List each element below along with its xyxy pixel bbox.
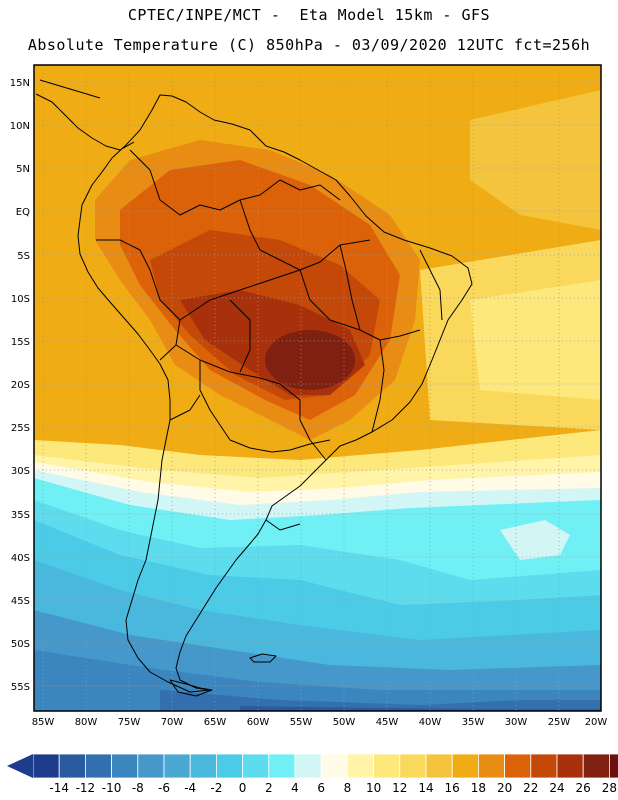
colorbar-label: 12 <box>392 781 407 795</box>
colorbar-label: -14 <box>49 781 69 795</box>
colorbar-cell <box>58 753 86 779</box>
colorbar-cell <box>32 753 60 779</box>
colorbar-label: 16 <box>445 781 460 795</box>
colorbar-cell <box>242 753 270 779</box>
colorbar-cell <box>609 753 618 779</box>
colorbar-label: 14 <box>418 781 433 795</box>
colorbar-cell <box>189 753 217 779</box>
lat-tick-label: 5S <box>17 251 30 262</box>
colorbar-cell <box>530 753 558 779</box>
colorbar-cell <box>582 753 610 779</box>
colorbar-cell <box>556 753 584 779</box>
lat-tick-label: 15N <box>10 78 30 89</box>
colorbar-label: 20 <box>497 781 512 795</box>
lon-tick-label: 40W <box>419 717 442 728</box>
colorbar-cell <box>504 753 532 779</box>
lat-tick-label: 5N <box>16 164 30 175</box>
lat-tick-label: 40S <box>11 553 30 564</box>
colorbar-label: 0 <box>239 781 247 795</box>
colorbar-min-arrow <box>7 754 33 778</box>
colorbar-cell <box>477 753 505 779</box>
lat-tick-label: 20S <box>11 380 30 391</box>
colorbar-cell <box>215 753 243 779</box>
lat-tick-label: 50S <box>11 639 30 650</box>
lat-tick-label: 25S <box>11 423 30 434</box>
lat-tick-label: 55S <box>11 682 30 693</box>
colorbar-label: -8 <box>132 781 144 795</box>
colorbar-cell <box>268 753 296 779</box>
lon-tick-label: 75W <box>118 717 141 728</box>
lat-tick-label: 10S <box>11 294 30 305</box>
lon-tick-label: 60W <box>247 717 270 728</box>
colorbar-cell <box>399 753 427 779</box>
colorbar-cell <box>85 753 113 779</box>
colorbar-cell <box>294 753 322 779</box>
lon-tick-label: 25W <box>548 717 571 728</box>
lon-tick-label: 35W <box>462 717 485 728</box>
lon-tick-label: 55W <box>290 717 313 728</box>
colorbar-label: 18 <box>471 781 486 795</box>
lat-tick-label: 10N <box>10 121 30 132</box>
colorbar-label: 22 <box>523 781 538 795</box>
lon-tick-label: 50W <box>333 717 356 728</box>
colorbar-label: 26 <box>576 781 591 795</box>
lat-tick-label: 30S <box>11 466 30 477</box>
map-frame <box>33 64 602 712</box>
colorbar-label: 4 <box>291 781 299 795</box>
colorbar-label: -6 <box>158 781 170 795</box>
colorbar-label: 10 <box>366 781 381 795</box>
colorbar-cell <box>137 753 165 779</box>
coastlines <box>35 79 473 697</box>
colorbar-label: 28 <box>602 781 617 795</box>
colorbar: -14 -12 -10 -8 -6 -4 -2 0 2 4 6 8 10 12 14 16 18 20 22 24 26… <box>7 753 618 795</box>
colorbar-cell <box>346 753 374 779</box>
colorbar-label: -4 <box>184 781 196 795</box>
colorbar-label: 24 <box>549 781 564 795</box>
lon-tick-label: 30W <box>505 717 528 728</box>
map-title-line-1: CPTEC/INPE/MCT - Eta Model 15km - GFS <box>127 6 491 24</box>
latitude-axis: 15N 10N 5N EQ 5S 10S 15S 20S 25S 30S 35S… <box>10 78 30 693</box>
colorbar-label: 8 <box>344 781 352 795</box>
colorbar-label: -10 <box>102 781 122 795</box>
lon-tick-label: 85W <box>32 717 55 728</box>
lat-tick-label: 35S <box>11 510 30 521</box>
lon-tick-label: 70W <box>161 717 184 728</box>
temperature-field <box>34 65 601 711</box>
lon-tick-label: 45W <box>376 717 399 728</box>
colorbar-cell <box>451 753 479 779</box>
colorbar-label: -12 <box>76 781 96 795</box>
graticule <box>34 65 601 711</box>
map-title-line-2: Absolute Temperature (C) 850hPa - 03/09/… <box>27 36 591 54</box>
lat-tick-label: 15S <box>11 337 30 348</box>
colorbar-cell <box>111 753 139 779</box>
colorbar-cell <box>163 753 191 779</box>
lat-tick-label: EQ <box>16 207 30 218</box>
colorbar-label: 6 <box>317 781 325 795</box>
colorbar-cell <box>320 753 348 779</box>
lon-tick-label: 80W <box>75 717 98 728</box>
colorbar-label: -2 <box>210 781 222 795</box>
colorbar-cell <box>425 753 453 779</box>
longitude-axis: 85W 80W 75W 70W 65W 60W 55W 50W 45W 40W … <box>32 717 608 728</box>
colorbar-cell <box>373 753 401 779</box>
lat-tick-label: 45S <box>11 596 30 607</box>
lon-tick-label: 20W <box>585 717 608 728</box>
lon-tick-label: 65W <box>204 717 227 728</box>
colorbar-label: 2 <box>265 781 273 795</box>
